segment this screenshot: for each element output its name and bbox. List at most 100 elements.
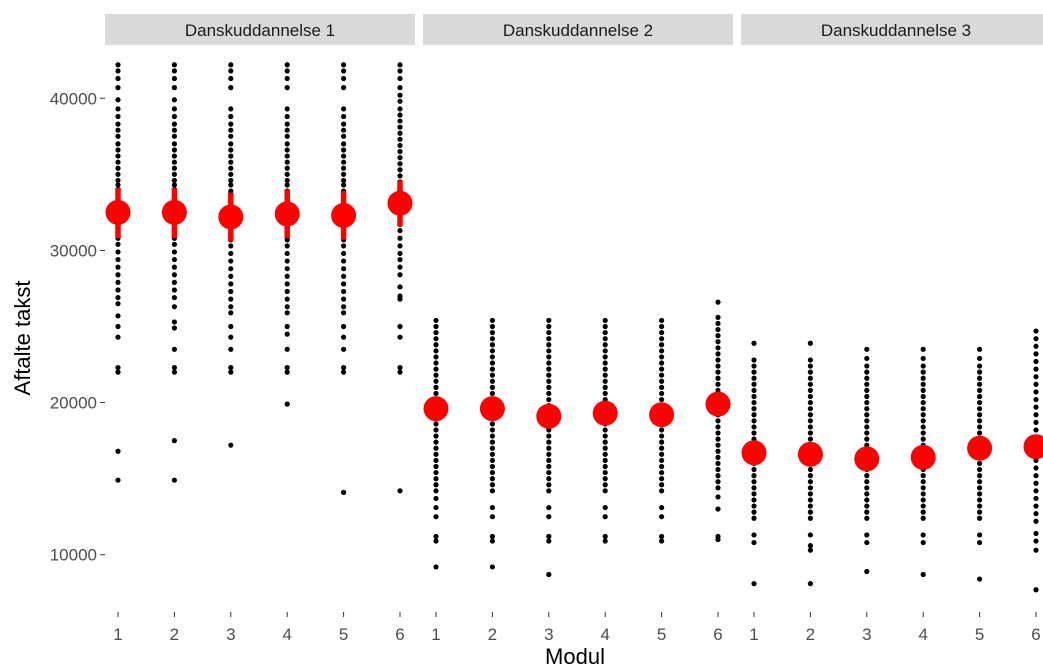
data-point	[115, 272, 121, 278]
data-point	[115, 334, 121, 340]
data-point	[751, 406, 757, 412]
data-point	[715, 448, 721, 454]
data-point	[341, 106, 347, 112]
data-point	[341, 296, 347, 302]
data-point	[397, 364, 403, 371]
data-point	[171, 106, 177, 112]
data-point	[228, 266, 234, 272]
data-point	[489, 463, 495, 470]
data-point	[977, 532, 983, 538]
data-point	[115, 279, 121, 285]
data-point	[433, 378, 439, 384]
data-point	[284, 147, 290, 153]
data-point	[977, 363, 983, 369]
data-point	[546, 366, 552, 372]
data-point	[977, 515, 983, 521]
data-point	[341, 177, 347, 184]
data-point	[397, 250, 403, 257]
data-point	[546, 457, 552, 464]
data-point	[397, 92, 403, 98]
data-point	[397, 142, 403, 149]
data-point	[171, 177, 177, 184]
data-point	[977, 503, 983, 509]
x-tick-label: 3	[862, 625, 871, 644]
data-point	[489, 390, 495, 397]
data-point	[397, 296, 403, 302]
data-point	[715, 442, 721, 448]
data-point	[171, 121, 177, 127]
data-point	[433, 469, 439, 476]
data-point	[602, 514, 608, 520]
data-point	[489, 564, 495, 570]
data-point	[171, 346, 177, 352]
data-point	[171, 153, 177, 159]
data-point	[715, 460, 721, 467]
y-tick-label: 40000	[50, 89, 97, 108]
data-point	[715, 454, 721, 460]
data-point	[977, 355, 983, 362]
data-point	[397, 243, 403, 249]
data-point	[228, 273, 234, 279]
data-point	[489, 514, 495, 520]
data-point	[433, 488, 439, 494]
data-point	[602, 317, 608, 324]
data-point	[715, 320, 721, 327]
data-point	[115, 113, 121, 120]
data-point	[977, 430, 983, 436]
mean-point	[854, 446, 880, 472]
data-point	[751, 581, 757, 587]
data-point	[433, 342, 439, 348]
data-point	[602, 538, 608, 544]
data-point	[171, 287, 177, 293]
data-point	[115, 264, 121, 270]
data-point	[659, 538, 665, 544]
data-point	[602, 366, 608, 372]
data-point	[433, 463, 439, 470]
data-point	[807, 412, 814, 418]
data-point	[397, 62, 403, 68]
data-point	[228, 182, 234, 188]
data-point	[659, 336, 665, 342]
data-point	[751, 473, 757, 479]
data-point	[864, 381, 870, 387]
data-point	[341, 243, 347, 249]
data-point	[920, 503, 926, 509]
data-point	[659, 433, 665, 439]
data-point	[807, 357, 814, 363]
data-point	[864, 515, 870, 521]
data-point	[751, 509, 757, 515]
data-point	[284, 331, 290, 337]
data-point	[397, 167, 403, 173]
data-point	[284, 266, 290, 272]
data-point	[1033, 381, 1039, 387]
data-point	[171, 133, 177, 139]
data-point	[977, 412, 983, 418]
x-tick-label: 1	[749, 625, 758, 644]
data-point	[751, 393, 757, 400]
data-point	[341, 258, 347, 264]
data-point	[115, 133, 121, 139]
data-point	[228, 177, 234, 184]
data-point	[228, 188, 234, 194]
data-point	[715, 363, 721, 369]
data-point	[807, 547, 814, 553]
data-point	[115, 369, 121, 375]
data-point	[715, 473, 721, 479]
data-point	[341, 323, 347, 330]
data-point	[341, 346, 347, 352]
data-point	[977, 485, 983, 491]
data-point	[489, 348, 495, 354]
data-point	[602, 427, 608, 433]
data-point	[751, 532, 757, 538]
data-point	[433, 538, 439, 544]
mean-point	[423, 396, 449, 422]
data-point	[602, 445, 608, 451]
mean-point	[910, 444, 936, 470]
data-point	[715, 536, 721, 543]
data-point	[715, 506, 721, 512]
data-point	[115, 171, 121, 177]
data-point	[397, 136, 403, 142]
data-point	[1033, 530, 1039, 537]
data-point	[546, 476, 552, 482]
data-point	[715, 333, 721, 339]
